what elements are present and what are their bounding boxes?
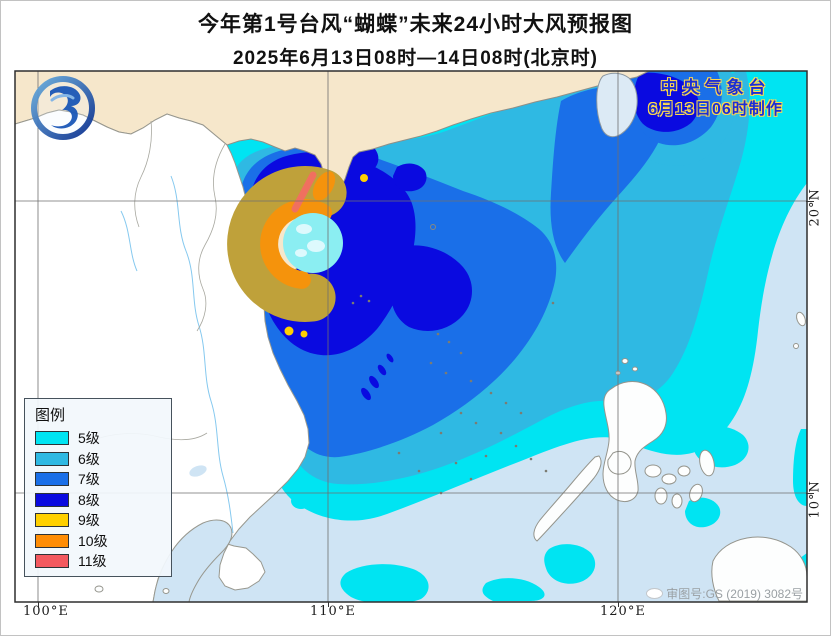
legend-row: 6级 [35,449,171,470]
legend-label-10: 10级 [78,532,108,549]
legend-label-8: 8级 [78,491,100,508]
taiwan-island [596,72,638,138]
approval-logo-icon [646,588,664,599]
tick-20n [806,201,814,202]
production-time: 6月13日06时制作 [648,101,783,118]
legend-row: 7级 [35,469,171,490]
cma-logo-icon [31,76,95,140]
lat-label-10n: 10°N [807,480,823,519]
legend-swatch-8 [35,492,69,507]
legend-row: 8级 [35,490,171,511]
map-legend: 图例 5级 6级 7级 8级 9级 10级 11级 [24,398,172,577]
tick-100e [38,602,39,607]
map-frame [14,70,808,603]
typhoon-core [227,85,673,338]
philippines-islands [94,311,807,602]
lon-label-110e: 110°E [310,604,356,619]
level9-speck [665,85,673,93]
approval-number: 审图号:GS (2019) 3082号 [666,587,803,601]
legend-title: 图例 [35,407,66,424]
production-credit: 中央气象台 6月13日06时制作 [613,77,818,121]
rivers [120,175,234,534]
legend-row: 10级 [35,531,171,552]
tick-10n [806,493,814,494]
legend-swatch-10 [35,533,69,548]
legend-swatch-7 [35,472,69,487]
level9-speck [360,174,368,182]
tick-120e [618,602,619,607]
legend-row: 9级 [35,510,171,531]
lon-label-100e: 100°E [23,604,69,619]
legend-swatch-6 [35,451,69,466]
legend-swatch-5 [35,431,69,446]
level9-crescent [227,166,347,322]
legend-label-6: 6级 [78,450,100,467]
lat-label-20n: 20°N [807,188,823,227]
map-title-line2: 2025年6月13日08时—14日08时(北京时) [232,48,599,69]
eye-calm-patches [295,224,325,257]
legend-label-5: 5级 [78,430,100,446]
level10-lobe [312,171,336,201]
legend-label-9: 9级 [78,512,100,528]
production-agency: 中央气象台 [660,78,771,97]
level9-speck [284,326,294,336]
legend-row: 5级 [35,428,171,449]
legend-label-11: 11级 [78,553,107,569]
legend-swatch-11 [35,554,69,569]
map-approval-watermark: 审图号:GS (2019) 3082号 [631,585,803,602]
level10-crescent [260,199,332,289]
tonle-sap-lake [189,465,207,477]
map-title: 今年第1号台风“蝴蝶”未来24小时大风预报图 2025年6月13日08时—14日… [1,8,830,70]
legend-row: 11级 [35,551,171,572]
level9-speck [659,101,665,107]
level9-speck [300,330,308,338]
map-title-line1: 今年第1号台风“蝴蝶”未来24小时大风预报图 [197,13,634,36]
legend-swatch-9 [35,513,69,528]
lon-label-120e: 120°E [600,604,646,619]
reef-dots [351,224,555,495]
level11-streak [291,171,317,213]
legend-label-7: 7级 [78,471,100,487]
tick-110e [328,602,329,607]
